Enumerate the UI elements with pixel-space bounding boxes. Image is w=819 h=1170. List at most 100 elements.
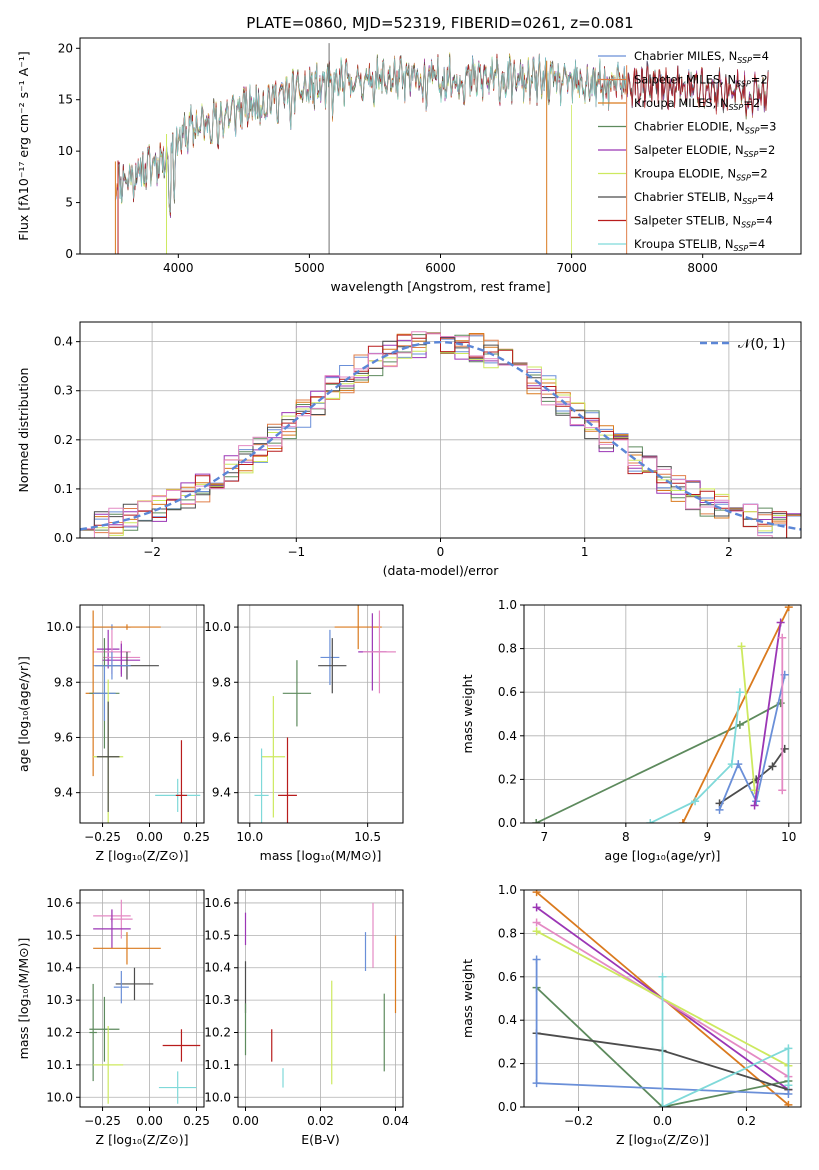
frame-ebv_mass: 0.00 0.02 0.04 10.0 10.1 10.2 10.3 10.4 10.5 10.6… [204, 889, 409, 1147]
x-tick-label: 0.04 [382, 1114, 409, 1128]
legend-label-main: Kroupa ELODIE, N [634, 167, 736, 181]
errorbar-point [96, 629, 120, 669]
errorbar-point [162, 1029, 201, 1062]
y-tick-label: 10.0 [46, 1090, 73, 1104]
errorbar-point [113, 970, 129, 1004]
y-tick-label: 9.4 [212, 786, 231, 800]
x-tick-label: 0.2 [737, 1114, 756, 1128]
x-tick-label: 6000 [425, 261, 456, 275]
weight-marker [735, 720, 744, 729]
y-tick-label: 10.0 [204, 1090, 231, 1104]
y-tick-label: 10.5 [204, 928, 231, 942]
weight-marker [532, 903, 541, 912]
x-tick-label: 0.00 [136, 1114, 163, 1128]
axes-frame [523, 604, 802, 824]
x-axis-label: age [log₁₀(age/yr)] [605, 848, 721, 863]
legend-label: Chabrier STELIB, NSSP=4 [634, 190, 774, 206]
errorbar-point [282, 660, 312, 727]
legend-label-main: Chabrier STELIB, N [634, 190, 742, 204]
spectrum-line [118, 54, 627, 214]
weight-line [535, 986, 789, 1107]
x-tick-label: 2 [725, 545, 733, 559]
x-axis-label: E(B-V) [301, 1132, 340, 1147]
axes-frame [237, 604, 404, 824]
panel-ebv_mass: 0.00 0.02 0.04 10.0 10.1 10.2 10.3 10.4 10.5 10.6… [204, 889, 409, 1147]
weight-line [661, 976, 790, 1107]
legend-label-sub: SSP [742, 197, 757, 206]
x-tick-label: 10.5 [354, 830, 381, 844]
y-tick-label: 1.0 [498, 883, 517, 897]
weight-marker [691, 797, 700, 806]
y-tick-label: 15 [58, 93, 73, 107]
y-tick-label: 10.0 [204, 620, 231, 634]
y-tick-label: 10.3 [46, 993, 73, 1007]
legend-label-main: Kroupa MILES, N [634, 96, 729, 110]
weight-marker [778, 786, 787, 795]
x-tick-label: 0.02 [307, 1114, 334, 1128]
weight-marker [784, 1044, 793, 1053]
errorbar-point [89, 983, 97, 1082]
x-tick-label: 0.25 [183, 1114, 210, 1128]
y-tick-label: 9.6 [212, 730, 231, 744]
errorbar-point [320, 629, 340, 686]
figure-title: PLATE=0860, MJD=52319, FIBERID=0261, z=0… [246, 14, 633, 32]
weight-marker [715, 805, 724, 814]
legend-label-sub: SSP [734, 244, 749, 253]
y-tick-label: 0.0 [498, 1100, 517, 1114]
errorbar-point [334, 605, 382, 650]
legend-label-tail: =4 [756, 214, 773, 228]
y-tick-label: 10.3 [204, 993, 231, 1007]
y-tick-label: 5 [65, 196, 73, 210]
panel-spectrum: 4000 5000 6000 7000 8000 0 5 10 15 20 wavelength [… [16, 37, 802, 294]
y-tick-label: 10.2 [46, 1026, 73, 1040]
legend-label: Kroupa MILES, NSSP=2 [634, 96, 760, 112]
legend-label-main: Salpeter STELIB, N [634, 214, 741, 228]
y-tick-label: 10.6 [46, 896, 73, 910]
x-tick-label: 0.25 [183, 830, 210, 844]
x-tick-label: 8 [622, 830, 630, 844]
x-axis-label: Z [log₁₀(Z/Z⊙)] [96, 1132, 189, 1147]
y-tick-label: 9.4 [54, 786, 73, 800]
errorbar-point [261, 696, 286, 818]
y-tick-label: 10.4 [204, 961, 231, 975]
y-tick-label: 10.6 [204, 896, 231, 910]
y-tick-label: 0.8 [498, 642, 517, 656]
frame-z_weight: −0.2 0.0 0.2 0.0 0.2 0.4 0.6 0.8 1.0 Z [log₁₀(Z/Z… [460, 883, 802, 1147]
y-tick-label: 9.8 [212, 675, 231, 689]
y-tick-label: 0.1 [54, 482, 73, 496]
weight-marker [532, 890, 541, 897]
legend-label: Kroupa STELIB, NSSP=4 [634, 237, 765, 253]
y-tick-label: 10.2 [204, 1026, 231, 1040]
plot-area-z_weight [532, 890, 793, 1107]
y-tick-label: 0.2 [498, 772, 517, 786]
legend-label-tail: =4 [748, 237, 765, 251]
x-tick-label: −0.2 [564, 1114, 593, 1128]
weight-marker [776, 618, 785, 627]
weight-marker [784, 1081, 793, 1090]
errorbar-point [175, 740, 188, 823]
legend-label-tail: =4 [752, 49, 769, 63]
y-tick-label: 9.6 [54, 730, 73, 744]
legend-label-main: Chabrier ELODIE, N [634, 120, 745, 134]
errorbar-point [254, 748, 269, 823]
legend-label-tail: =3 [760, 120, 777, 134]
weight-marker [784, 605, 793, 612]
y-tick-label: 10 [58, 144, 73, 158]
axes-frame [79, 37, 802, 255]
plot-area-z_mass [89, 899, 201, 1104]
legend-label-main: Salpeter MILES, N [634, 73, 736, 87]
axes-frame [237, 889, 404, 1108]
weight-marker [646, 819, 655, 823]
y-tick-label: 0.8 [498, 926, 517, 940]
frame-spectrum: 4000 5000 6000 7000 8000 0 5 10 15 20 wavelength [… [16, 37, 802, 294]
x-tick-label: 0.0 [653, 1114, 672, 1128]
weight-marker [737, 642, 746, 651]
legend-label-sub: SSP [737, 56, 752, 65]
weight-line [535, 702, 782, 823]
x-tick-label: −0.25 [84, 1114, 121, 1128]
errorbar-point [96, 701, 120, 812]
weight-marker [784, 1089, 793, 1098]
weight-marker [532, 819, 541, 823]
